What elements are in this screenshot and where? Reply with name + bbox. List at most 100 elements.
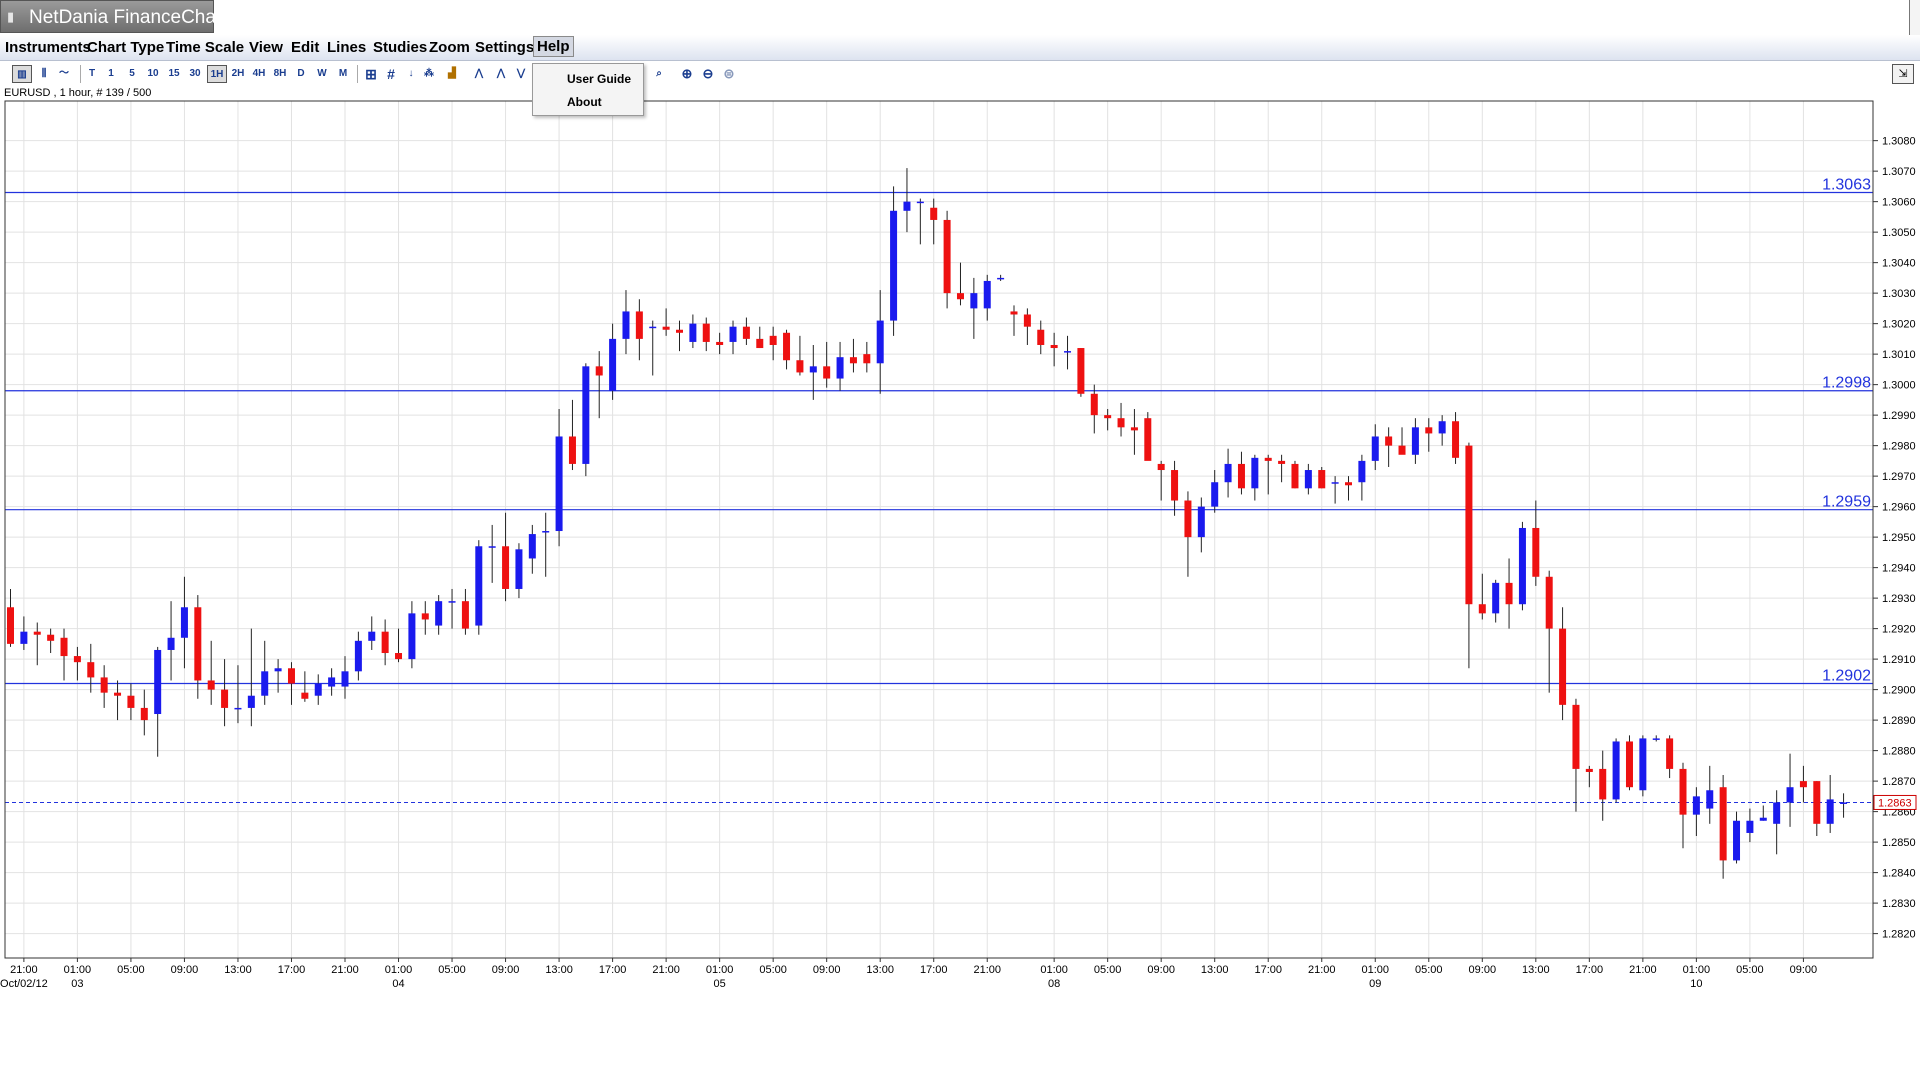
candle-body [649, 326, 657, 329]
candle-body [1652, 738, 1660, 740]
candle [341, 656, 349, 699]
bar-chart-icon[interactable]: ⫼ [41, 68, 47, 79]
candle-body [1719, 787, 1727, 861]
x-tick-date-label: 10 [1690, 978, 1702, 990]
candle [716, 332, 724, 355]
candle-body [796, 360, 804, 373]
candle-body [368, 631, 376, 641]
menu-help[interactable]: Help [533, 36, 574, 57]
x-tick-label: 21:00 [973, 964, 1001, 976]
window-title-tab[interactable]: ▮ NetDania FinanceChart [0, 0, 228, 33]
candle-body [247, 695, 255, 708]
candle-body [742, 326, 750, 339]
menu-view[interactable]: View [249, 39, 283, 56]
timeframe-month[interactable]: M [338, 68, 348, 79]
menu-zoom[interactable]: Zoom [429, 39, 470, 56]
candle-body [769, 335, 777, 345]
timeframe-week[interactable]: W [317, 68, 327, 79]
candle-body [970, 293, 978, 309]
candle [1652, 735, 1660, 742]
candle [1371, 424, 1379, 471]
timeframe-day[interactable]: D [297, 68, 305, 79]
candle-body [408, 613, 416, 660]
timeframe-15m[interactable]: 15 [168, 68, 180, 79]
timeframe-1h[interactable]: 1H [207, 65, 227, 83]
x-tick-label: 17:00 [278, 964, 306, 976]
timeframe-8h[interactable]: 8H [273, 68, 287, 79]
candle-body [1157, 463, 1165, 471]
zoom-out-icon[interactable]: ⊖ [702, 66, 714, 81]
y-tick-label: 1.3030 [1882, 288, 1916, 300]
candle [180, 576, 188, 669]
menu-instruments[interactable]: Instruments [5, 39, 91, 56]
channel-icon[interactable]: ⋀ [496, 68, 506, 79]
candle [1719, 775, 1727, 879]
candle [1518, 521, 1526, 611]
y-tick-label: 1.2950 [1882, 532, 1916, 544]
candle-body [1304, 470, 1312, 489]
candle-body [635, 311, 643, 339]
candle [461, 588, 469, 635]
price-scale-icon[interactable]: ⁂ [424, 68, 434, 79]
grid-icon[interactable]: # [387, 66, 395, 82]
instrument-label: EURUSD , 1 hour, # 139 / 500 [4, 87, 152, 99]
candle-body [461, 601, 469, 629]
menu-chart-type[interactable]: Chart Type [87, 39, 165, 56]
window-edge [1909, 0, 1920, 44]
zoom-reset-icon[interactable]: ⊜ [723, 66, 735, 81]
arrow-down-icon[interactable]: ↓ [408, 68, 414, 79]
line-chart-icon[interactable]: 〜 [59, 68, 69, 79]
menu-studies[interactable]: Studies [373, 39, 428, 56]
timeframe-2h[interactable]: 2H [231, 68, 245, 79]
zoom-in-icon[interactable]: ⊕ [681, 66, 693, 81]
candle-body [876, 320, 884, 364]
candle-body [1585, 768, 1593, 772]
candle-body [1840, 802, 1848, 804]
candle-body [836, 357, 844, 379]
x-tick-label: 21:00 [652, 964, 680, 976]
timeframe-tick[interactable]: T [88, 68, 96, 79]
menu-lines[interactable]: Lines [327, 39, 367, 56]
candle-body [756, 338, 764, 349]
candle [1278, 454, 1286, 483]
trendline-icon[interactable]: ⋀ [474, 68, 484, 79]
candle-body [689, 323, 697, 342]
y-tick-label: 1.2920 [1882, 624, 1916, 636]
candle [783, 329, 791, 370]
candle [1666, 735, 1674, 779]
help-dropdown-menu: User Guide About [532, 63, 644, 116]
fibonacci-icon[interactable]: ⋁ [516, 68, 526, 79]
candle-body [863, 354, 871, 364]
candle [1572, 698, 1580, 812]
candle-body [381, 631, 389, 654]
timeframe-10m[interactable]: 10 [147, 68, 159, 79]
panel-toggle-icon[interactable]: ⇲ [1892, 64, 1914, 84]
menu-item-about[interactable]: About [567, 95, 602, 109]
timeframe-5m[interactable]: 5 [129, 68, 135, 79]
menu-edit[interactable]: Edit [291, 39, 320, 56]
candle [769, 326, 777, 361]
timeframe-4h[interactable]: 4H [252, 68, 266, 79]
candle-body [783, 332, 791, 361]
candle-body [314, 683, 322, 696]
candlestick-chart-icon[interactable]: ▥ [12, 65, 32, 83]
candle-body [1706, 790, 1714, 809]
candle-body [1532, 527, 1540, 577]
timeframe-30m[interactable]: 30 [189, 68, 201, 79]
x-tick-label: 09:00 [813, 964, 841, 976]
candle [863, 341, 871, 373]
menu-item-user-guide[interactable]: User Guide [567, 72, 632, 86]
menu-settings[interactable]: Settings [475, 39, 535, 56]
menu-time-scale[interactable]: Time Scale [166, 39, 245, 56]
y-tick-label: 1.2900 [1882, 685, 1916, 697]
candle [1452, 412, 1460, 464]
timeframe-1m[interactable]: 1 [108, 68, 114, 79]
window-title: NetDania FinanceChart [29, 7, 228, 28]
candle [1157, 460, 1165, 501]
candle [301, 671, 309, 702]
x-tick-date-label: 09 [1369, 978, 1381, 990]
crosshair-icon[interactable]: ⊞ [365, 66, 377, 82]
volume-bars-icon[interactable]: ▟ [448, 68, 456, 79]
zoom-area-icon[interactable]: ⌕ [656, 68, 662, 79]
